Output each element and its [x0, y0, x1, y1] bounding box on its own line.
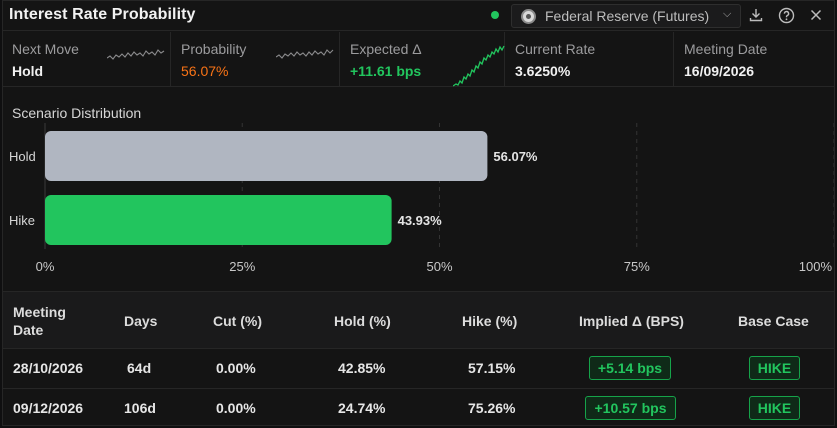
cell-hike: 57.15%	[468, 360, 516, 376]
col-header-hold: Hold (%)	[334, 313, 391, 329]
metric-value: 16/09/2026	[684, 63, 755, 79]
metric-probability: Probability 56.07%	[172, 32, 340, 87]
table-row[interactable]: 09/12/2026 106d 0.00% 24.74% 75.26% +10.…	[3, 389, 834, 428]
data-label: 56.07%	[493, 149, 538, 164]
download-icon[interactable]	[746, 5, 766, 25]
widget-title: Interest Rate Probability	[9, 6, 196, 23]
bar-hold	[45, 131, 488, 181]
table-header: Meeting Date Days Cut (%) Hold (%) Hike …	[3, 291, 834, 349]
source-select[interactable]: Federal Reserve (Futures) ⌵	[511, 4, 741, 28]
sparkline-icon	[453, 45, 505, 87]
base-case-badge: HIKE	[749, 356, 800, 380]
implied-delta-badge: +5.14 bps	[589, 356, 671, 380]
cell-meeting-date: 09/12/2026	[13, 400, 84, 416]
tick-label: 100%	[799, 259, 833, 274]
chevron-down-icon: ⌵	[723, 8, 732, 20]
metric-current-rate: Current Rate 3.6250%	[506, 32, 674, 87]
scenario-distribution-chart: Hold 56.07% Hike 43.93% 0% 25% 50% 75% 100%	[9, 123, 834, 274]
metric-value: Hold	[12, 63, 44, 79]
base-case-badge: HIKE	[749, 396, 800, 420]
metrics-bar: Next Move Hold Probability 56.07% Expect…	[3, 32, 834, 87]
metric-meeting-date: Meeting Date 16/09/2026	[675, 32, 834, 87]
tick-label: 0%	[36, 259, 55, 274]
col-header-implied-delta: Implied Δ (BPS)	[579, 313, 684, 329]
metric-label: Meeting Date	[684, 41, 768, 57]
col-header-meeting-date: Meeting Date	[13, 304, 66, 338]
cell-days: 106d	[124, 400, 156, 416]
col-header-hike: Hike (%)	[462, 313, 518, 329]
metric-value: 56.07%	[181, 63, 229, 79]
implied-delta-badge: +10.57 bps	[585, 396, 676, 420]
cell-hold: 24.74%	[338, 400, 386, 416]
chart-title: Scenario Distribution	[12, 105, 142, 121]
widget-header: Interest Rate Probability Federal Reserv…	[3, 1, 834, 31]
sparkline-icon	[107, 49, 165, 60]
category-label: Hike	[9, 213, 35, 228]
sparkline-icon	[276, 49, 334, 59]
federal-reserve-seal-icon	[521, 9, 536, 24]
col-header-cut: Cut (%)	[213, 313, 262, 329]
metric-value: 3.6250%	[515, 63, 571, 79]
category-label: Hold	[9, 149, 36, 164]
data-label: 43.93%	[398, 213, 443, 228]
cell-cut: 0.00%	[216, 400, 256, 416]
tick-label: 25%	[229, 259, 255, 274]
live-status-dot	[491, 11, 499, 19]
cell-cut: 0.00%	[216, 360, 256, 376]
metric-label: Expected Δ	[350, 41, 422, 57]
close-icon[interactable]	[806, 5, 826, 25]
bar-hike	[45, 195, 392, 245]
tick-label: 75%	[624, 259, 650, 274]
metric-label: Next Move	[12, 41, 79, 57]
metric-label: Probability	[181, 41, 247, 57]
table-row[interactable]: 28/10/2026 64d 0.00% 42.85% 57.15% +5.14…	[3, 349, 834, 389]
metric-next-move: Next Move Hold	[3, 32, 171, 87]
tick-label: 50%	[426, 259, 452, 274]
metric-label: Current Rate	[515, 41, 596, 57]
metric-value: +11.61 bps	[350, 63, 422, 79]
cell-days: 64d	[127, 360, 152, 376]
metric-expected-delta: Expected Δ +11.61 bps	[341, 32, 505, 87]
help-icon[interactable]	[776, 5, 796, 25]
col-header-base-case: Base Case	[738, 313, 809, 329]
col-header-days: Days	[124, 313, 158, 329]
cell-hold: 42.85%	[338, 360, 386, 376]
cell-meeting-date: 28/10/2026	[13, 360, 84, 376]
cell-hike: 75.26%	[468, 400, 516, 416]
source-select-label: Federal Reserve (Futures)	[545, 8, 710, 24]
